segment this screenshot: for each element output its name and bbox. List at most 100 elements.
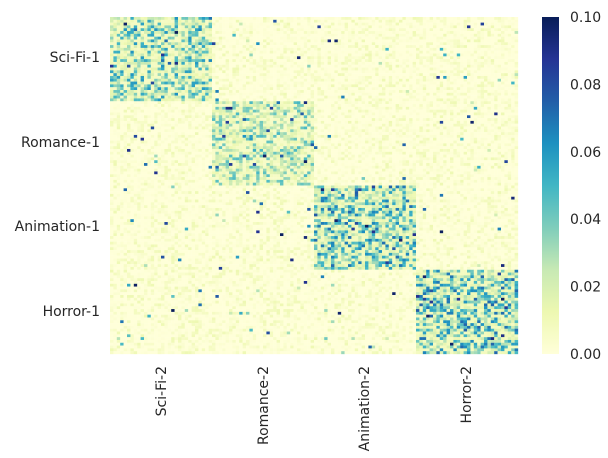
heatmap-cell xyxy=(450,118,454,122)
heatmap-cell xyxy=(293,56,298,60)
heatmap-cell xyxy=(388,126,393,130)
heatmap-cell xyxy=(133,42,138,46)
heatmap-cell xyxy=(290,129,294,133)
heatmap-cell xyxy=(358,92,362,96)
heatmap-cell xyxy=(409,84,413,88)
heatmap-cell xyxy=(453,78,457,82)
heatmap-cell xyxy=(235,19,240,23)
heatmap-cell xyxy=(232,59,236,63)
heatmap-cell xyxy=(341,67,345,71)
heatmap-cell xyxy=(239,22,243,26)
heatmap-cell xyxy=(470,31,474,34)
heatmap-cell xyxy=(351,31,355,34)
heatmap-cell xyxy=(130,126,134,130)
heatmap-cell xyxy=(252,104,257,108)
heatmap-cell xyxy=(473,75,478,79)
heatmap-cell xyxy=(446,98,451,102)
heatmap-cell xyxy=(351,70,355,74)
heatmap-cell xyxy=(235,64,240,68)
heatmap-cell xyxy=(419,112,423,116)
heatmap-cell xyxy=(201,112,206,116)
heatmap-cell xyxy=(198,81,202,85)
heatmap-cell xyxy=(242,92,247,96)
heatmap-cell xyxy=(405,19,410,23)
heatmap-cell xyxy=(426,61,430,65)
heatmap-cell xyxy=(218,95,223,99)
heatmap-cell xyxy=(439,81,444,85)
heatmap-cell xyxy=(348,56,352,60)
heatmap-cell xyxy=(232,126,236,130)
heatmap-cell xyxy=(450,78,454,82)
heatmap-cell xyxy=(201,92,206,96)
heatmap-cell xyxy=(422,56,427,60)
heatmap-cell xyxy=(140,109,145,113)
heatmap-cell xyxy=(188,123,192,127)
heatmap-cell xyxy=(113,31,117,34)
heatmap-cell xyxy=(436,39,440,43)
heatmap-cell xyxy=(256,25,260,29)
heatmap-cell xyxy=(269,53,274,57)
heatmap-cell xyxy=(409,95,413,99)
heatmap-cell xyxy=(344,64,349,68)
heatmap-cell xyxy=(235,78,240,82)
heatmap-cell xyxy=(368,81,372,85)
heatmap-cell xyxy=(504,75,508,79)
heatmap-cell xyxy=(314,33,318,37)
heatmap-cell xyxy=(405,61,410,65)
heatmap-cell xyxy=(215,126,219,130)
heatmap-cell xyxy=(280,118,284,122)
heatmap-cell xyxy=(212,132,216,136)
heatmap-cell xyxy=(290,73,294,77)
heatmap-cell xyxy=(280,109,284,113)
heatmap-cell xyxy=(147,28,151,32)
heatmap-cell xyxy=(286,129,291,133)
heatmap-cell xyxy=(256,33,260,37)
heatmap-cell xyxy=(286,67,291,71)
heatmap-cell xyxy=(205,78,209,82)
heatmap-cell xyxy=(144,59,148,63)
heatmap-cell xyxy=(470,45,474,49)
heatmap-cell xyxy=(450,59,454,63)
heatmap-cell xyxy=(266,84,270,88)
heatmap-cell xyxy=(171,75,175,79)
heatmap-cell xyxy=(344,42,349,46)
heatmap-cell xyxy=(235,56,240,60)
heatmap-cell xyxy=(188,84,192,88)
heatmap-cell xyxy=(331,78,335,82)
heatmap-cell xyxy=(365,104,369,108)
heatmap-cell xyxy=(446,109,451,113)
heatmap-cell xyxy=(460,73,464,77)
heatmap-cell xyxy=(130,132,134,136)
heatmap-cell xyxy=(249,129,253,133)
heatmap-cell xyxy=(354,17,359,20)
heatmap-cell xyxy=(324,36,328,40)
heatmap-cell xyxy=(402,112,406,116)
heatmap-cell xyxy=(473,36,478,40)
heatmap-cell xyxy=(490,17,495,20)
heatmap-cell xyxy=(178,120,182,124)
heatmap-cell xyxy=(334,70,338,74)
heatmap-cell xyxy=(341,109,345,113)
heatmap-cell xyxy=(273,50,277,54)
heatmap-cell xyxy=(504,98,508,102)
heatmap-cell xyxy=(490,92,495,96)
heatmap-cell xyxy=(405,22,410,26)
heatmap-cell xyxy=(286,81,291,85)
heatmap-cell xyxy=(249,59,253,63)
heatmap-cell xyxy=(365,67,369,71)
heatmap-cell xyxy=(222,39,226,43)
heatmap-cell xyxy=(161,126,165,130)
heatmap-cell xyxy=(286,31,291,34)
heatmap-cell xyxy=(419,98,423,102)
heatmap-cell xyxy=(205,109,209,113)
heatmap-cell xyxy=(467,126,471,130)
heatmap-cell xyxy=(225,39,230,43)
heatmap-cell xyxy=(157,87,162,91)
heatmap-cell xyxy=(150,123,155,127)
heatmap-cell xyxy=(463,129,468,133)
heatmap-cell xyxy=(229,64,233,68)
heatmap-cell xyxy=(246,22,250,26)
heatmap-cell xyxy=(436,42,440,46)
heatmap-cell xyxy=(463,50,468,54)
heatmap-cell xyxy=(331,53,335,57)
